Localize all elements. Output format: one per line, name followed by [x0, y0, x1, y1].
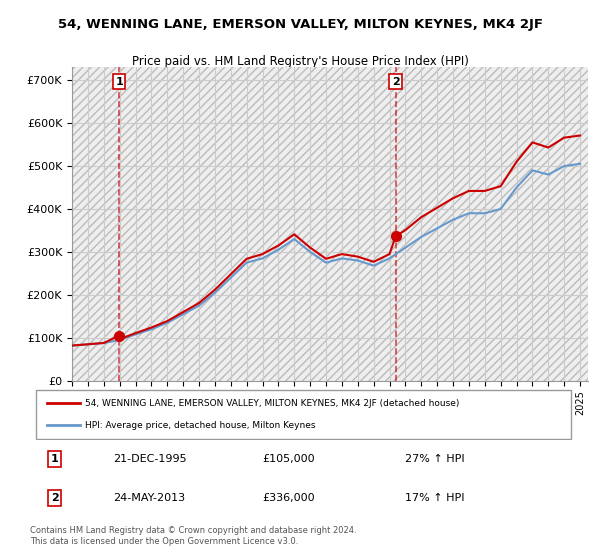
Text: Price paid vs. HM Land Registry's House Price Index (HPI): Price paid vs. HM Land Registry's House … [131, 55, 469, 68]
Text: 54, WENNING LANE, EMERSON VALLEY, MILTON KEYNES, MK4 2JF: 54, WENNING LANE, EMERSON VALLEY, MILTON… [58, 18, 542, 31]
Text: 2: 2 [392, 77, 400, 87]
Text: 17% ↑ HPI: 17% ↑ HPI [406, 493, 465, 503]
Text: 2: 2 [51, 493, 59, 503]
Text: £105,000: £105,000 [262, 454, 314, 464]
Text: £336,000: £336,000 [262, 493, 314, 503]
Text: Contains HM Land Registry data © Crown copyright and database right 2024.
This d: Contains HM Land Registry data © Crown c… [30, 526, 356, 546]
Bar [72, 67, 588, 381]
Text: 21-DEC-1995: 21-DEC-1995 [113, 454, 187, 464]
Text: 54, WENNING LANE, EMERSON VALLEY, MILTON KEYNES, MK4 2JF (detached house): 54, WENNING LANE, EMERSON VALLEY, MILTON… [85, 399, 460, 408]
Text: HPI: Average price, detached house, Milton Keynes: HPI: Average price, detached house, Milt… [85, 421, 316, 430]
Text: 27% ↑ HPI: 27% ↑ HPI [406, 454, 465, 464]
Text: 1: 1 [51, 454, 59, 464]
Text: 1: 1 [115, 77, 123, 87]
FancyBboxPatch shape [35, 390, 571, 438]
Text: 24-MAY-2013: 24-MAY-2013 [113, 493, 185, 503]
